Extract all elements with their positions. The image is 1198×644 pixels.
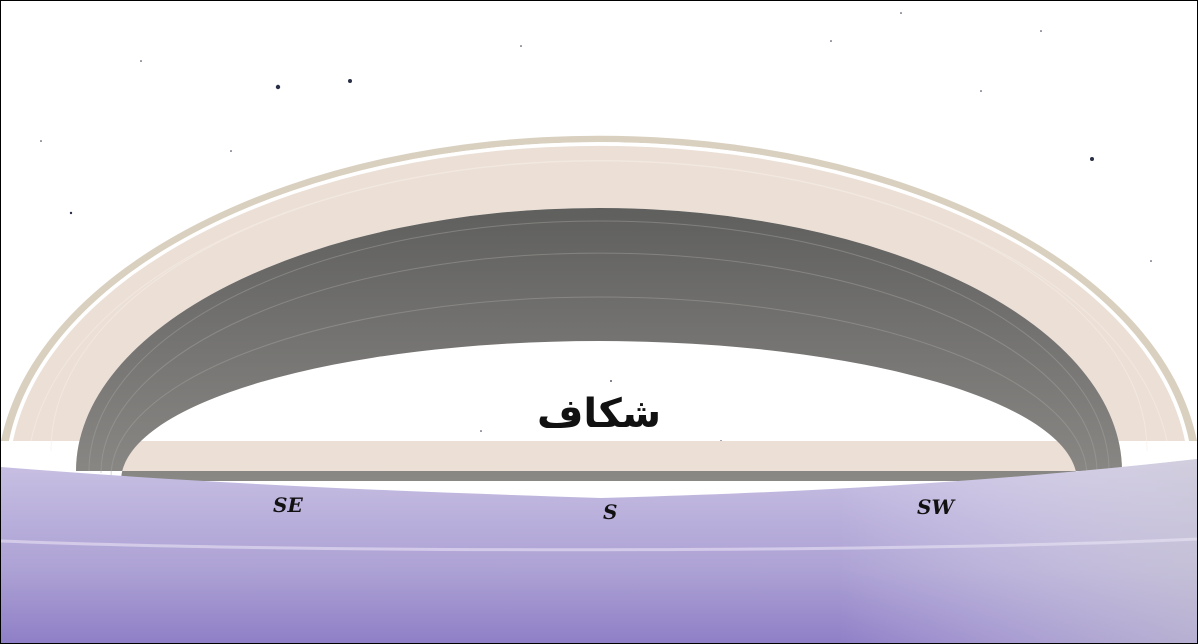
direction-label-south: S bbox=[603, 500, 618, 524]
stars bbox=[40, 12, 1152, 442]
direction-label-southeast: SE bbox=[273, 493, 303, 517]
ring-gap-label: شكاف bbox=[536, 391, 662, 437]
inner-ring bbox=[76, 208, 1122, 481]
direction-label-southwest: SW bbox=[917, 495, 954, 519]
middle-ring bbox=[13, 145, 1185, 471]
